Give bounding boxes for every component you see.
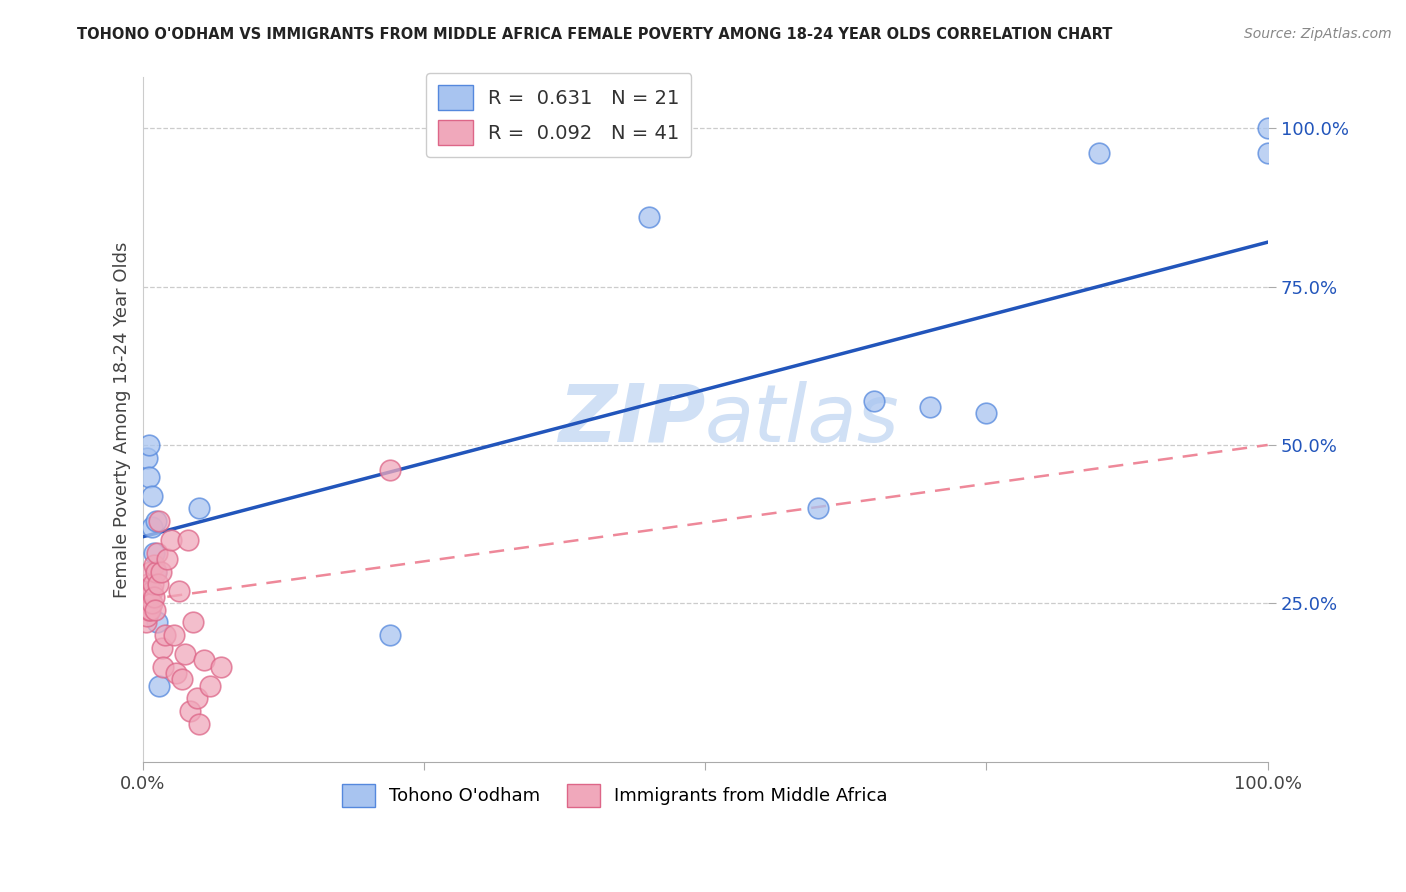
Text: TOHONO O'ODHAM VS IMMIGRANTS FROM MIDDLE AFRICA FEMALE POVERTY AMONG 18-24 YEAR : TOHONO O'ODHAM VS IMMIGRANTS FROM MIDDLE… [77, 27, 1112, 42]
Point [148, 577, 170, 591]
Point [187, 716, 209, 731]
Point [136, 450, 159, 465]
Point [142, 577, 165, 591]
Point [141, 583, 163, 598]
Point [145, 565, 167, 579]
Text: atlas: atlas [704, 381, 900, 458]
Point [139, 603, 162, 617]
Point [378, 463, 401, 477]
Point [976, 406, 998, 420]
Point [149, 565, 172, 579]
Point [142, 558, 165, 573]
Point [378, 628, 401, 642]
Point [146, 615, 169, 630]
Legend: Tohono O'odham, Immigrants from Middle Africa: Tohono O'odham, Immigrants from Middle A… [335, 777, 896, 814]
Point [179, 704, 201, 718]
Point [136, 609, 159, 624]
Point [145, 514, 167, 528]
Point [186, 691, 208, 706]
Text: Source: ZipAtlas.com: Source: ZipAtlas.com [1244, 27, 1392, 41]
Point [193, 653, 215, 667]
Point [1257, 121, 1279, 136]
Point [138, 469, 160, 483]
Point [1257, 146, 1279, 161]
Point [159, 533, 181, 547]
Point [167, 583, 190, 598]
Point [139, 565, 162, 579]
Point [198, 679, 221, 693]
Point [209, 659, 232, 673]
Point [142, 590, 165, 604]
Y-axis label: Female Poverty Among 18-24 Year Olds: Female Poverty Among 18-24 Year Olds [114, 242, 131, 598]
Point [141, 596, 163, 610]
Point [136, 577, 159, 591]
Point [138, 590, 160, 604]
Point [920, 400, 942, 414]
Point [143, 603, 166, 617]
Point [150, 640, 173, 655]
Point [136, 596, 159, 610]
Point [135, 603, 157, 617]
Point [181, 615, 204, 630]
Point [136, 583, 159, 598]
Point [148, 514, 170, 528]
Point [806, 501, 828, 516]
Point [141, 489, 163, 503]
Point [174, 647, 197, 661]
Point [156, 552, 179, 566]
Point [145, 565, 167, 579]
Point [153, 628, 176, 642]
Point [134, 596, 156, 610]
Point [146, 546, 169, 560]
Point [138, 438, 160, 452]
Point [148, 679, 170, 693]
Point [163, 628, 186, 642]
Point [165, 666, 187, 681]
Point [637, 210, 659, 224]
Point [141, 520, 163, 534]
Point [863, 393, 886, 408]
Point [176, 533, 198, 547]
Point [135, 615, 157, 630]
Point [138, 603, 160, 617]
Point [152, 659, 174, 673]
Point [142, 546, 165, 560]
Point [170, 673, 193, 687]
Point [187, 501, 209, 516]
Point [1088, 146, 1111, 161]
Text: ZIP: ZIP [558, 381, 704, 458]
Point [136, 590, 159, 604]
